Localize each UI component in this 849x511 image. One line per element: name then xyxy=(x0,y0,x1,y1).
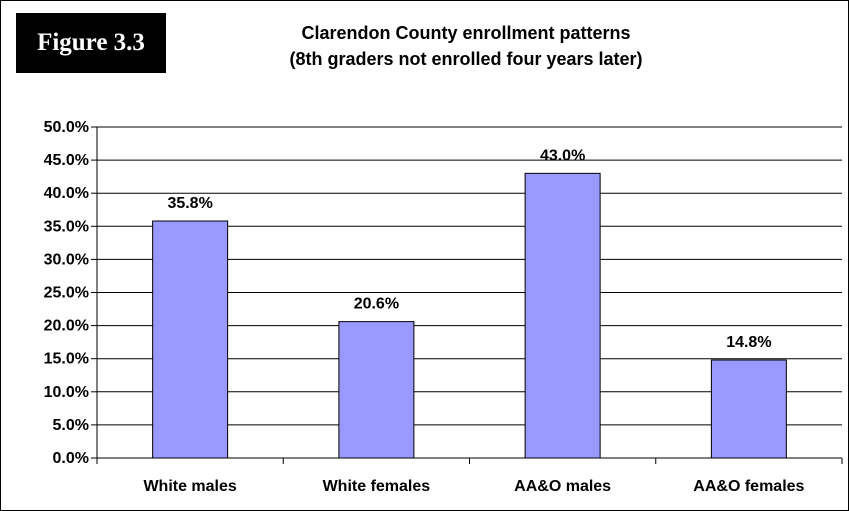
x-category-label: White females xyxy=(323,478,431,495)
bar xyxy=(524,172,601,459)
y-tick-label: 0.0% xyxy=(53,450,89,467)
y-tick-label: 30.0% xyxy=(44,251,89,268)
axes xyxy=(91,126,843,464)
y-tick-label: 40.0% xyxy=(44,185,89,202)
chart-title-line-1: Clarendon County enrollment patterns xyxy=(301,23,631,43)
x-category-label: AA&O females xyxy=(693,478,804,495)
bar xyxy=(152,220,229,459)
bar xyxy=(710,359,787,459)
data-label: 14.8% xyxy=(726,334,771,351)
y-tick-label: 45.0% xyxy=(44,152,89,169)
data-label: 43.0% xyxy=(540,147,585,164)
y-tick-label: 25.0% xyxy=(44,285,89,302)
y-tick-label: 35.0% xyxy=(44,218,89,235)
x-category-label: AA&O males xyxy=(514,478,611,495)
y-tick-label: 50.0% xyxy=(44,119,89,136)
y-tick-label: 20.0% xyxy=(44,318,89,335)
data-label: 35.8% xyxy=(167,195,212,212)
figure-label: Figure 3.3 xyxy=(16,13,166,73)
y-tick-label: 5.0% xyxy=(53,417,89,434)
bars xyxy=(152,172,787,459)
chart-title-line-2: (8th graders not enrolled four years lat… xyxy=(289,49,643,69)
y-tick-label: 10.0% xyxy=(44,384,89,401)
labels: 0.0% 5.0% 10.0% 15.0% 20.0% 25.0% 30.0% 35.0% 40… xyxy=(44,119,805,495)
y-tick-label: 15.0% xyxy=(44,351,89,368)
bar xyxy=(338,321,415,459)
x-category-label: White males xyxy=(143,478,236,495)
data-label: 20.6% xyxy=(354,296,399,313)
